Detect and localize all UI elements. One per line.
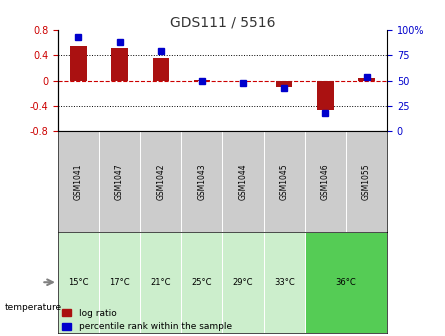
Text: GSM1043: GSM1043 — [198, 163, 206, 200]
Text: 33°C: 33°C — [274, 278, 295, 287]
Title: GDS111 / 5516: GDS111 / 5516 — [170, 15, 275, 29]
FancyBboxPatch shape — [222, 232, 264, 333]
Text: 15°C: 15°C — [68, 278, 89, 287]
Bar — [317, 81, 334, 110]
FancyBboxPatch shape — [58, 232, 99, 333]
Legend: log ratio, percentile rank within the sample: log ratio, percentile rank within the sa… — [62, 309, 232, 332]
Text: 21°C: 21°C — [150, 278, 171, 287]
Text: 29°C: 29°C — [233, 278, 253, 287]
FancyBboxPatch shape — [305, 232, 387, 333]
Text: 17°C: 17°C — [109, 278, 130, 287]
Text: GSM1041: GSM1041 — [74, 163, 83, 200]
Text: GSM1044: GSM1044 — [239, 163, 247, 200]
FancyBboxPatch shape — [182, 232, 222, 333]
Text: GSM1055: GSM1055 — [362, 163, 371, 200]
Bar — [358, 78, 375, 81]
Bar — [194, 80, 210, 81]
Text: GSM1045: GSM1045 — [280, 163, 289, 200]
Text: GSM1047: GSM1047 — [115, 163, 124, 200]
Text: GSM1046: GSM1046 — [321, 163, 330, 200]
Text: 25°C: 25°C — [192, 278, 212, 287]
FancyBboxPatch shape — [99, 232, 140, 333]
Text: GSM1042: GSM1042 — [156, 163, 165, 200]
Bar — [70, 46, 87, 81]
Bar — [276, 81, 292, 87]
Bar — [153, 58, 169, 81]
FancyBboxPatch shape — [264, 232, 305, 333]
Text: temperature: temperature — [4, 303, 61, 312]
Text: 36°C: 36°C — [336, 278, 356, 287]
Bar — [111, 48, 128, 81]
FancyBboxPatch shape — [140, 232, 182, 333]
